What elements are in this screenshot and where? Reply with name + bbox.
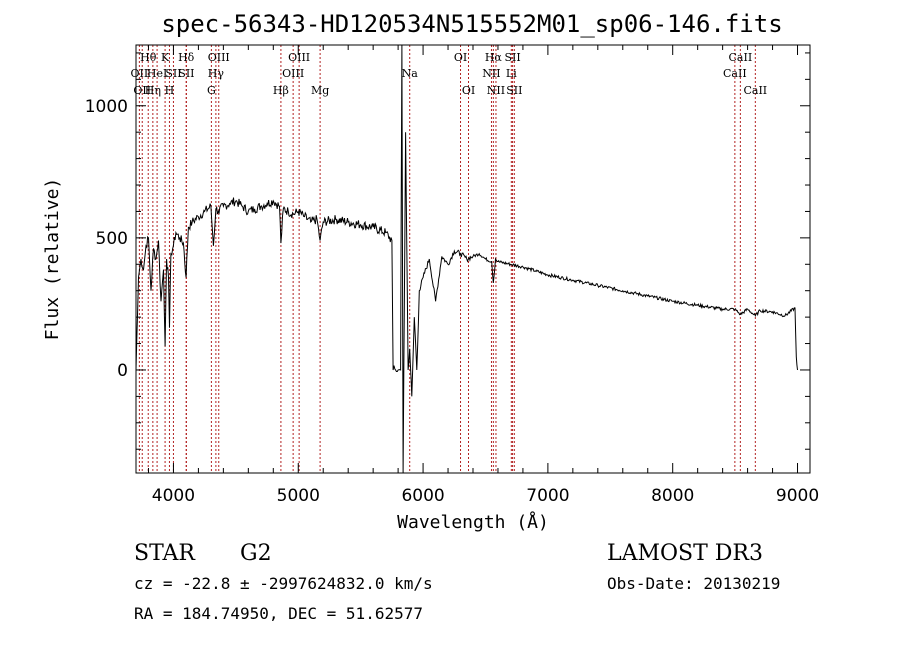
marker-label-1: OII [133, 84, 151, 97]
x-tick-label-3: 7000 [526, 486, 569, 506]
survey-name: LAMOST DR3 [607, 541, 763, 566]
marker-label-13: Hβ [273, 84, 289, 97]
redshift-info: cz = -22.8 ± -2997624832.0 km/s [134, 574, 433, 593]
marker-label-17: Na [402, 67, 419, 80]
marker-label-15: OIII [288, 51, 310, 64]
object-type: STAR [134, 541, 196, 566]
marker-label-3: Hη [145, 84, 161, 97]
marker-label-21: Hα [485, 51, 503, 64]
coordinates: RA = 184.74950, DEC = 51.62577 [134, 604, 423, 623]
x-tick-label-0: 4000 [152, 486, 195, 506]
marker-label-7: SII [165, 67, 181, 80]
marker-label-26: CaII [723, 67, 747, 80]
obs-date: Obs-Date: 20130219 [607, 574, 780, 593]
marker-label-22: NII [487, 84, 505, 97]
marker-label-0: OII [131, 67, 149, 80]
marker-label-5: K [161, 51, 170, 64]
y-axis-ticks: 0 500 1000 [85, 52, 810, 450]
marker-label-9: SII [178, 67, 194, 80]
marker-label-25: SII [506, 84, 522, 97]
marker-label-24: SII [504, 51, 520, 64]
marker-label-6: H [165, 84, 175, 97]
x-tick-label-1: 5000 [277, 486, 320, 506]
marker-label-12: OIII [208, 51, 230, 64]
spectrum-series [135, 44, 798, 474]
marker-label-19: OI [462, 84, 475, 97]
subclass: G2 [240, 541, 272, 566]
marker-label-2: Hθ [140, 51, 157, 64]
marker-label-27: CaII [729, 51, 753, 64]
y-tick-label-0: 0 [117, 361, 128, 381]
marker-label-28: CaII [743, 84, 767, 97]
marker-label-8: Hδ [178, 51, 195, 64]
marker-label-18: OI [454, 51, 467, 64]
x-tick-label-4: 8000 [651, 486, 694, 506]
line-markers [138, 45, 756, 473]
marker-label-11: Hγ [208, 67, 225, 80]
y-tick-label-1: 500 [96, 229, 128, 249]
spectrum-line [135, 44, 798, 474]
marker-label-14: OIII [282, 67, 304, 80]
marker-label-20: NII [482, 67, 500, 80]
x-axis-ticks: 4000 5000 6000 7000 8000 9000 [147, 45, 819, 506]
x-tick-label-2: 6000 [401, 486, 444, 506]
marker-label-16: Mg [311, 84, 329, 97]
x-axis-label: Wavelength (Å) [397, 511, 549, 533]
marker-label-23: Li [506, 67, 517, 80]
line-marker-labels: OIIOIIHθHηHeIKHSIIHδSIIGHγOIIIHβOIIIOIII… [131, 51, 768, 97]
marker-label-4: HeI [147, 67, 167, 80]
plot-frame [135, 44, 811, 474]
y-axis-label: Flux (relative) [42, 178, 63, 341]
marker-label-10: G [207, 84, 216, 97]
y-tick-label-2: 1000 [85, 97, 128, 117]
x-tick-label-5: 9000 [776, 486, 819, 506]
chart-title: spec-56343-HD120534N515552M01_sp06-146.f… [161, 10, 782, 38]
